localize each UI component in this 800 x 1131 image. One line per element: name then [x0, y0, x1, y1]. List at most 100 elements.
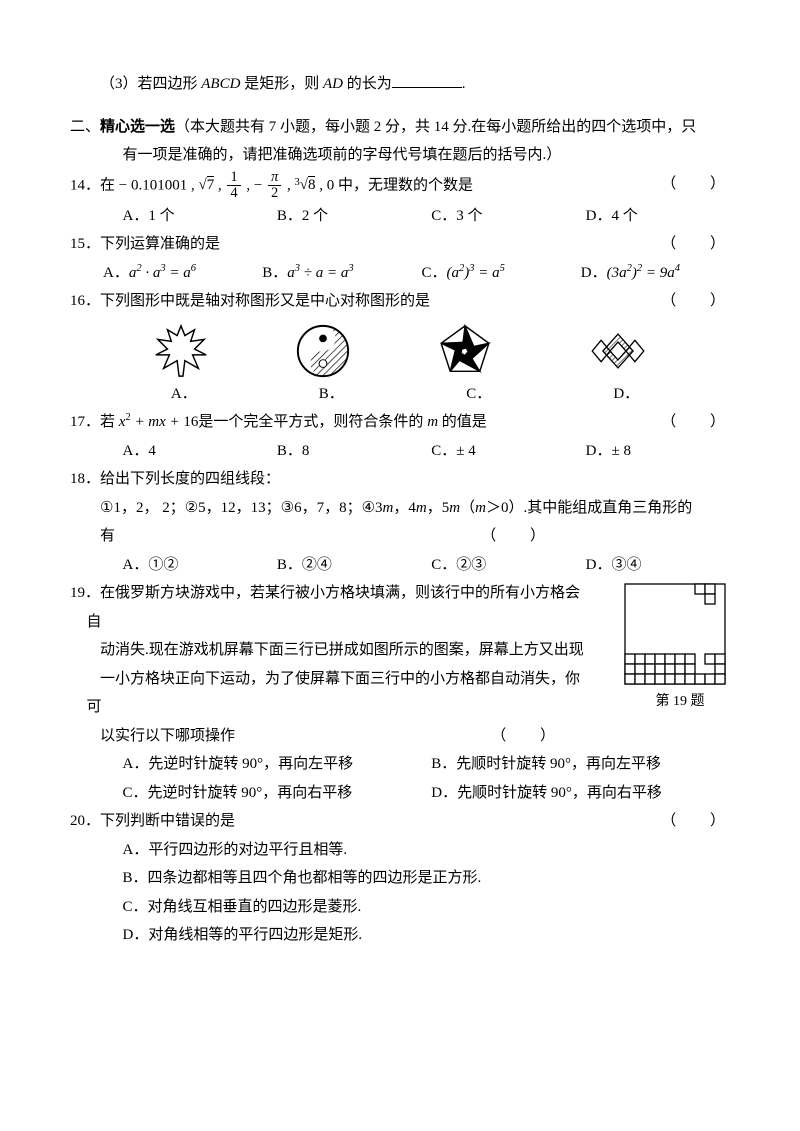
m: m: [383, 500, 394, 516]
q19-stem: 19．在俄罗斯方块游戏中，若某行被小方格块填满，则该行中的所有小方格会: [70, 579, 600, 608]
q13-part3: （3）若四边形 ABCD 是矩形，则 AD 的长为.: [70, 70, 740, 99]
sec-label: 二、: [70, 119, 100, 135]
q19: 19．在俄罗斯方块游戏中，若某行被小方格块填满，则该行中的所有小方格会 自 动消…: [70, 579, 740, 750]
section2-desc2: 有一项是准确的，请把准确选项前的字母代号填在题后的括号内.）: [70, 141, 740, 170]
caption: 第 19 题: [620, 689, 740, 716]
sec-title: 精心选一选: [100, 119, 175, 135]
opt-b: B．先顺时针旋转 90°，再向左平移: [431, 750, 740, 779]
answer-bracket: （ ）: [661, 230, 740, 259]
tetris-icon: [620, 579, 730, 689]
q19-options-row1: A．先逆时针旋转 90°，再向左平移 B．先顺时针旋转 90°，再向左平移: [70, 750, 740, 779]
t: 17．若: [70, 414, 119, 430]
c: ,: [214, 177, 225, 193]
opt-b: B．②④: [277, 551, 431, 580]
answer-bracket: （ ）: [661, 408, 740, 437]
t: 14．在: [70, 177, 119, 193]
m: m: [475, 500, 486, 516]
lab-d: D．: [553, 380, 701, 409]
period: .: [462, 76, 466, 92]
abcd: ABCD: [201, 76, 240, 92]
t: 是一个完全平方式，则符合条件的: [198, 414, 427, 430]
m: m: [416, 500, 427, 516]
opt-a: A．①②: [123, 551, 277, 580]
answer-bracket: （ ）: [491, 722, 570, 751]
opt-a: A．a2 · a3 = a6: [103, 259, 262, 288]
q17-options: A．4 B．8 C．± 4 D．± 8: [70, 437, 740, 466]
opt-d: D．③④: [586, 551, 740, 580]
p: ）: [508, 500, 523, 516]
t: , 0 中，无理数的个数是: [315, 177, 473, 193]
opt-c: C．②③: [431, 551, 585, 580]
q15-options: A．a2 · a3 = a6 B．a3 ÷ a = a3 C．(a2)3 = a…: [70, 259, 740, 288]
q18-stem: 18．给出下列长度的四组线段：: [70, 465, 740, 494]
answer-bracket: （ ）: [481, 522, 560, 551]
text: 的长为: [343, 76, 392, 92]
c: ,: [283, 177, 294, 193]
blank: [392, 72, 462, 88]
q19-l1: 动消失.现在游戏机屏幕下面三行已拼成如图所示的图案，屏幕上方又出现: [70, 636, 600, 665]
s: ，4: [393, 500, 416, 516]
lab-a: A．: [110, 380, 258, 409]
q14-options: A．1 个 B．2 个 C．3 个 D．4 个: [70, 202, 740, 231]
p: （: [460, 500, 475, 516]
section2-header: 二、精心选一选（本大题共有 7 小题，每小题 2 分，共 14 分.在每小题所给…: [70, 113, 740, 142]
q16-shapes: [70, 316, 740, 380]
opt-b: B．a3 ÷ a = a3: [262, 259, 421, 288]
v: − 0.101001 ,: [119, 177, 195, 193]
answer-bracket: （ ）: [661, 807, 740, 836]
t: ①1，2， 2；②5，12，13；③6，7，8；④3: [100, 500, 383, 516]
s: ，5: [427, 500, 450, 516]
q20-c: C．对角线互相垂直的四边形是菱形.: [70, 893, 740, 922]
opt-c: C．先逆时针旋转 90°，再向右平移: [123, 779, 432, 808]
answer-bracket: （ ）: [661, 170, 740, 199]
opt-d: D．4 个: [586, 202, 740, 231]
t: 15．下列运算准确的是: [70, 236, 220, 252]
q20-d: D．对角线相等的平行四边形是矩形.: [70, 921, 740, 950]
t: 有: [100, 528, 115, 544]
opt-c: C．± 4: [431, 437, 585, 466]
opt-a: A．1 个: [123, 202, 277, 231]
t: 的值是: [438, 414, 487, 430]
t: 20．下列判断中错误的是: [70, 813, 235, 829]
q18-line2: 有 （ ）: [70, 522, 740, 551]
q20-stem: 20．下列判断中错误的是 （ ）: [70, 807, 740, 836]
text: 是矩形，则: [240, 76, 323, 92]
q19-l2b: 可: [70, 693, 600, 722]
m: m: [427, 414, 438, 430]
t: .其中能组成直角三角形的: [524, 500, 693, 516]
frac-1-4: 14: [227, 170, 240, 202]
opt-d: D．(3a2)2 = 9a4: [581, 259, 740, 288]
q19-l3: 以实行以下哪项操作 （ ）: [70, 722, 600, 751]
q19-figure: 第 19 题: [620, 579, 740, 716]
opt-c: C．3 个: [431, 202, 585, 231]
text: （3）若四边形: [100, 76, 201, 92]
frac-pi-2: π2: [268, 170, 281, 202]
m: m: [449, 500, 460, 516]
lab-c: C．: [405, 380, 553, 409]
q14-stem: 14．在 − 0.101001 , √7 , 14 , − π2 , 3√8 ,…: [70, 170, 740, 202]
q16-labels: A． B． C． D．: [70, 380, 740, 409]
ad: AD: [323, 76, 343, 92]
q17-stem: 17．若 x2 + mx + 16是一个完全平方式，则符合条件的 m 的值是 （…: [70, 408, 740, 437]
pentagon-pinwheel-icon: [436, 322, 494, 380]
answer-bracket: （ ）: [661, 287, 740, 316]
q18-options: A．①② B．②④ C．②③ D．③④: [70, 551, 740, 580]
q19-l0: 自: [70, 608, 600, 637]
q19-options-row2: C．先逆时针旋转 90°，再向右平移 D．先顺时针旋转 90°，再向右平移: [70, 779, 740, 808]
gt: ＞0: [486, 500, 509, 516]
q18-line1: ①1，2， 2；②5，12，13；③6，7，8；④3m，4m，5m（m＞0）.其…: [70, 494, 740, 523]
c: , −: [243, 177, 266, 193]
q15-stem: 15．下列运算准确的是 （ ）: [70, 230, 740, 259]
opt-d: D．± 8: [586, 437, 740, 466]
lab-b: B．: [258, 380, 406, 409]
opt-b: B．2 个: [277, 202, 431, 231]
opt-a: A．先逆时针旋转 90°，再向左平移: [123, 750, 432, 779]
expr: x2 + mx + 16: [119, 414, 199, 430]
q20-a: A．平行四边形的对边平行且相等.: [70, 836, 740, 865]
t: 以实行以下哪项操作: [100, 728, 235, 744]
sec-desc1: （本大题共有 7 小题，每小题 2 分，共 14 分.在每小题所给出的四个选项中…: [175, 119, 696, 135]
t: 16．下列图形中既是轴对称图形又是中心对称图形的是: [70, 293, 430, 309]
opt-a: A．4: [123, 437, 277, 466]
q20-b: B．四条边都相等且四个角也都相等的四边形是正方形.: [70, 864, 740, 893]
sqrt7: √7: [198, 171, 214, 200]
